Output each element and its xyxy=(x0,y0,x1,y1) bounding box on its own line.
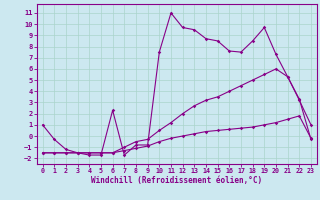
X-axis label: Windchill (Refroidissement éolien,°C): Windchill (Refroidissement éolien,°C) xyxy=(91,176,262,185)
